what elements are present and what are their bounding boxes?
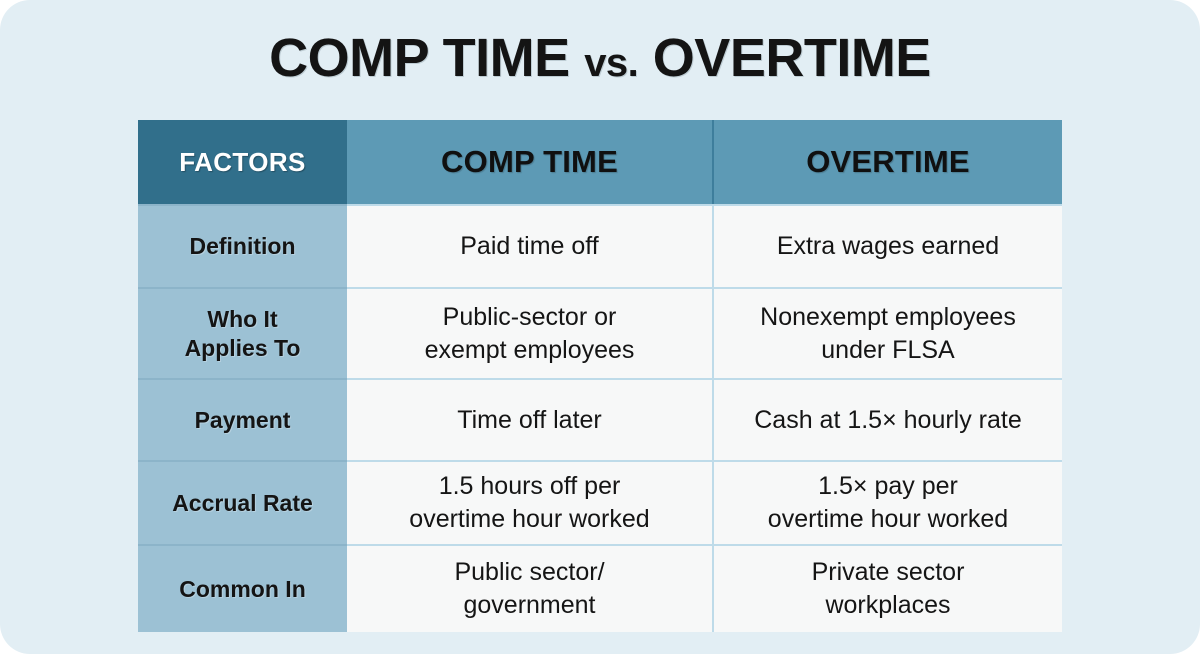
cell-overtime-payment: Cash at 1.5× hourly rate xyxy=(712,378,1062,460)
table-row: Payment Time off later Cash at 1.5× hour… xyxy=(138,378,1062,460)
cell-comp-time-common-in: Public sector/ government xyxy=(347,544,712,632)
cell-overtime-accrual-rate: 1.5× pay per overtime hour worked xyxy=(712,460,1062,544)
table-row: Who It Applies To Public-sector or exemp… xyxy=(138,287,1062,378)
column-header-factors: FACTORS xyxy=(138,120,347,204)
table-row: Common In Public sector/ government Priv… xyxy=(138,544,1062,632)
page-title: COMP TIME vs. OVERTIME xyxy=(0,24,1200,97)
row-label-definition: Definition xyxy=(138,204,347,287)
row-label-accrual-rate: Accrual Rate xyxy=(138,460,347,544)
title-vs: vs. xyxy=(584,41,639,85)
title-part-after: OVERTIME xyxy=(638,28,932,88)
cell-comp-time-definition: Paid time off xyxy=(347,204,712,287)
comparison-table: FACTORS COMP TIME OVERTIME Definition Pa… xyxy=(138,120,1062,632)
table-header-row: FACTORS COMP TIME OVERTIME xyxy=(138,120,1062,204)
row-label-who-it-applies-to: Who It Applies To xyxy=(138,287,347,378)
cell-overtime-who-it-applies-to: Nonexempt employees under FLSA xyxy=(712,287,1062,378)
column-header-overtime: OVERTIME xyxy=(712,120,1062,204)
cell-overtime-definition: Extra wages earned xyxy=(712,204,1062,287)
row-label-payment: Payment xyxy=(138,378,347,460)
table-row: Definition Paid time off Extra wages ear… xyxy=(138,204,1062,287)
cell-comp-time-payment: Time off later xyxy=(347,378,712,460)
cell-comp-time-accrual-rate: 1.5 hours off per overtime hour worked xyxy=(347,460,712,544)
cell-overtime-common-in: Private sector workplaces xyxy=(712,544,1062,632)
column-header-comp-time: COMP TIME xyxy=(347,120,712,204)
cell-comp-time-who-it-applies-to: Public-sector or exempt employees xyxy=(347,287,712,378)
row-label-common-in: Common In xyxy=(138,544,347,632)
title-part-before: COMP TIME xyxy=(269,28,585,88)
table-row: Accrual Rate 1.5 hours off per overtime … xyxy=(138,460,1062,544)
